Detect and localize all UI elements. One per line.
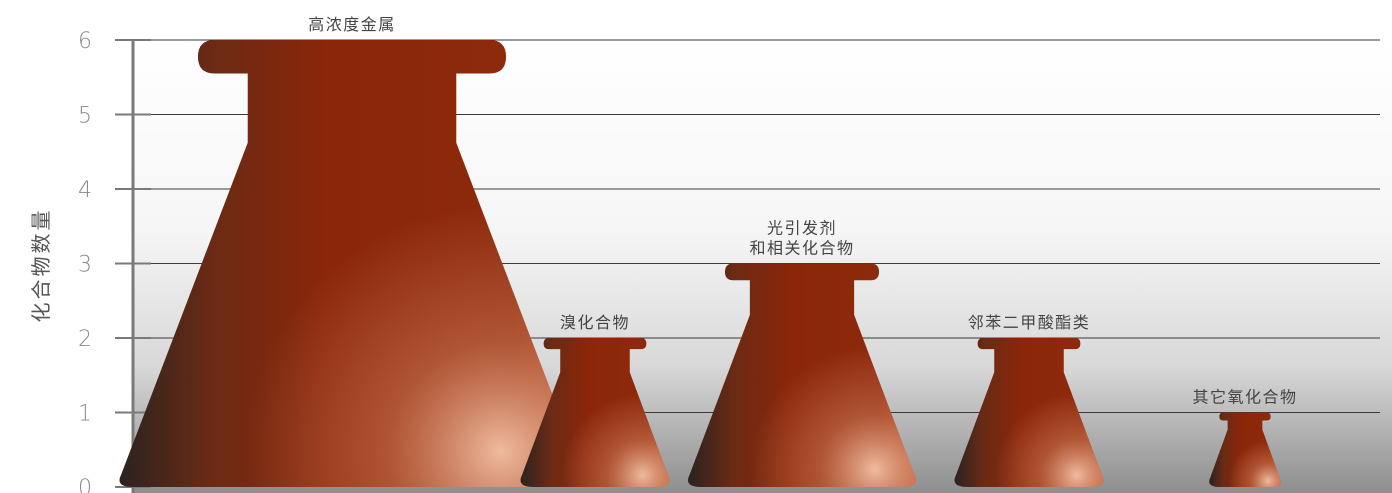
flask-highlight xyxy=(119,40,585,487)
bar-category-label: 溴化合物 xyxy=(560,313,630,332)
flask-bar xyxy=(1209,412,1281,487)
y-tick-label: 0 xyxy=(78,476,92,493)
flask-highlight xyxy=(1209,412,1281,487)
y-axis-title: 化合物数量 xyxy=(29,208,53,323)
flask-bar xyxy=(954,338,1104,487)
flask-highlight xyxy=(520,338,670,487)
flask-highlight xyxy=(954,338,1104,487)
bar-category-label: 光引发剂 xyxy=(767,219,837,238)
y-tick-label: 4 xyxy=(78,178,92,203)
flask-bar xyxy=(119,40,585,487)
y-tick-label: 5 xyxy=(78,104,92,129)
flask-highlight xyxy=(688,263,916,487)
flask-bar xyxy=(688,263,916,487)
bar-category-label: 邻苯二甲酸酯类 xyxy=(968,313,1091,332)
flask-bar xyxy=(520,338,670,487)
y-tick-label: 1 xyxy=(78,402,92,427)
y-tick-label: 2 xyxy=(78,327,92,352)
bar-category-label: 和相关化合物 xyxy=(749,239,854,258)
y-tick-label: 6 xyxy=(78,29,92,54)
flask-bars xyxy=(119,40,1281,487)
bar-category-label: 高浓度金属 xyxy=(308,15,396,34)
bar-category-label: 其它氧化合物 xyxy=(1192,388,1297,407)
y-tick-label: 3 xyxy=(78,253,92,278)
